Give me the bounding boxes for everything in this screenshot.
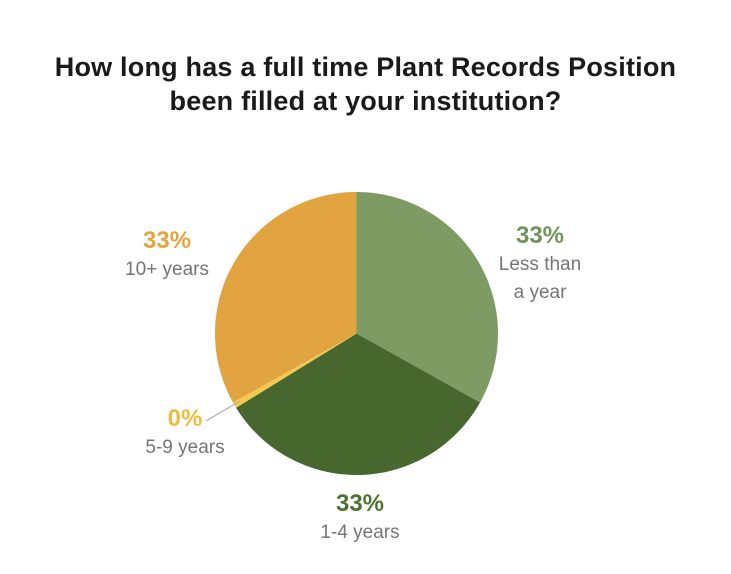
pie-slice-5-9-years [232, 333, 357, 408]
category-label: Less than a year [498, 254, 582, 303]
pie-slices [215, 192, 498, 475]
category-label: 5-9 years [145, 437, 225, 458]
slice-label-5-9-years: 0% 5-9 years [105, 405, 265, 462]
slice-label-less-than-a-year: 33% Less than a year [460, 222, 620, 307]
slice-label-1-4-years: 33% 1-4 years [280, 490, 440, 547]
slice-label-10-plus-years: 33% 10+ years [87, 227, 247, 284]
pie-slice-less-than-a-year [356, 192, 498, 403]
category-label: 1-4 years [320, 522, 400, 543]
leader-line-5-9-years [205, 400, 241, 422]
chart-title: How long has a full time Plant Records P… [54, 52, 677, 116]
percent-value: 33% [142, 227, 192, 254]
percent-value: 33% [515, 222, 565, 249]
percent-value: 33% [335, 490, 385, 517]
pie-slice-1-4-years [236, 333, 481, 475]
percent-value: 0% [167, 405, 203, 432]
pie-slice-10-years [215, 192, 357, 403]
category-label: 10+ years [125, 259, 209, 280]
